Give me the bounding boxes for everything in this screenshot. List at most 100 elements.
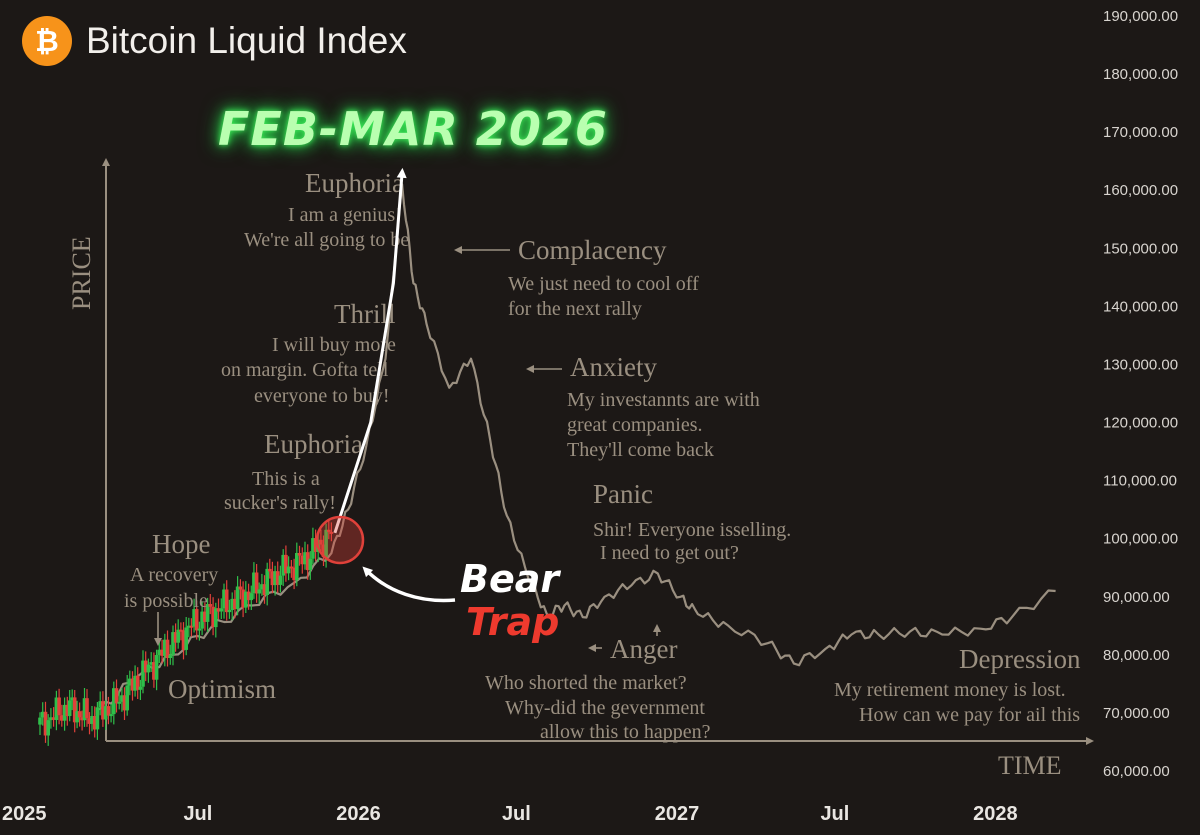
stage-optimism-title: Optimism <box>168 674 276 704</box>
y-tick-label: 150,000.00 <box>1103 240 1178 257</box>
candle-body <box>157 649 162 655</box>
y-tick-label: 90,000.00 <box>1103 589 1170 606</box>
candle-body <box>270 571 275 586</box>
x-axis-ticks: 2025 Jul 2026 Jul 2027 Jul 2028 <box>2 803 1018 825</box>
x-tick-label: Jul <box>820 803 849 825</box>
candle-body <box>163 639 167 656</box>
stage-thrill-text-1: I will buy more <box>272 334 396 356</box>
candle-body <box>281 554 285 576</box>
stage-euphoria-peak-text-1: I am a genius! <box>288 204 402 226</box>
candle-body <box>308 558 313 570</box>
candle-body <box>265 568 269 595</box>
stage-anxiety-text-2: great companies. <box>567 414 703 436</box>
cycle-series-line <box>98 183 1056 711</box>
stage-complacency-text-1: We just need to cool off <box>508 273 699 295</box>
candle-body <box>205 604 210 622</box>
candle-body <box>128 678 132 686</box>
candle-body <box>219 608 224 612</box>
y-tick-label: 190,000.00 <box>1103 8 1178 25</box>
candle-body <box>192 609 196 627</box>
candle-body <box>122 695 127 711</box>
candle-body <box>120 695 124 702</box>
candle-body <box>85 698 89 719</box>
candle-body <box>87 718 92 724</box>
chart-header: ₿ Bitcoin Liquid Index <box>22 16 407 66</box>
candle-body <box>40 711 45 718</box>
candles-layer <box>38 519 334 746</box>
candle-body <box>257 589 261 594</box>
candle-body <box>238 586 243 590</box>
candle-body <box>82 698 87 721</box>
candle-body <box>92 716 97 730</box>
candle-body <box>103 706 108 720</box>
candle-body <box>165 639 170 658</box>
candle-body <box>284 554 288 574</box>
candle-body <box>106 706 111 716</box>
candle-body <box>233 598 237 610</box>
cycle-layer <box>98 183 1056 711</box>
candle-body <box>101 701 105 720</box>
y-axis-ticks: 190,000.00 180,000.00 170,000.00 160,000.00… <box>1103 8 1178 780</box>
candle-body <box>200 611 204 629</box>
candle-body <box>133 675 137 691</box>
candle-body <box>149 662 153 665</box>
x-tick-label: Jul <box>183 803 212 825</box>
candle-body <box>65 704 70 717</box>
candle-body <box>252 572 256 594</box>
candle-body <box>70 697 74 701</box>
candle-body <box>125 685 129 711</box>
candle-body <box>303 552 307 565</box>
arrow-layer <box>333 167 407 534</box>
projection-arrow <box>333 167 407 534</box>
candle-body <box>208 604 213 607</box>
candle-body <box>216 608 221 612</box>
candle-body <box>117 701 121 704</box>
bear-trap-circle <box>315 515 365 565</box>
stage-complacency-text-2: for the next rally <box>508 298 642 320</box>
candle-body <box>114 688 119 704</box>
stage-hope-text-1: A recovery <box>130 564 218 586</box>
candle-body <box>311 538 315 559</box>
y-tick-label: 100,000.00 <box>1103 531 1178 548</box>
candle-body <box>295 553 299 581</box>
y-tick-label: 180,000.00 <box>1103 66 1178 83</box>
stage-anxiety-title: Anxiety <box>570 352 657 382</box>
candle-body <box>46 720 50 736</box>
stage-complacency-title: Complacency <box>518 235 667 265</box>
stage-euphoria-peak-title: Euphoria <box>305 168 404 198</box>
y-tick-label: 70,000.00 <box>1103 705 1170 722</box>
stage-hope-text-2: is possible <box>124 590 208 612</box>
candle-body <box>262 584 267 595</box>
stage-euphoria-title: Euphoria <box>264 429 363 459</box>
candle-body <box>141 660 145 687</box>
stage-panic-title: Panic <box>593 479 653 509</box>
candle-body <box>286 566 291 574</box>
candle-body <box>112 688 116 715</box>
callout-bear: Bear <box>460 557 560 601</box>
candle-body <box>38 717 42 725</box>
candle-body <box>95 707 100 730</box>
candle-body <box>152 662 156 680</box>
candle-body <box>214 608 218 628</box>
candle-body <box>60 715 64 721</box>
candle-body <box>268 568 272 572</box>
stage-anger-text-1: Who shorted the market? <box>485 672 687 694</box>
axis-y-label: PRICE <box>67 236 96 310</box>
stage-anger-title: Anger <box>610 634 677 664</box>
candle-body <box>138 686 143 690</box>
candle-body <box>77 711 82 718</box>
y-tick-label: 110,000.00 <box>1103 473 1177 490</box>
candle-body <box>197 628 202 631</box>
candle-body <box>171 632 175 655</box>
candle-body <box>211 606 215 627</box>
cycle-annotations: Hope A recovery is possible Optimism Eup… <box>124 168 1081 743</box>
candle-body <box>275 571 280 585</box>
candle-body <box>305 552 310 571</box>
y-tick-label: 120,000.00 <box>1103 415 1178 432</box>
candle-body <box>289 566 294 569</box>
x-tick-label: 2026 <box>336 803 381 825</box>
chart-title: Bitcoin Liquid Index <box>86 20 407 61</box>
candle-body <box>179 629 183 632</box>
bitcoin-logo-icon: ₿ <box>22 16 72 66</box>
